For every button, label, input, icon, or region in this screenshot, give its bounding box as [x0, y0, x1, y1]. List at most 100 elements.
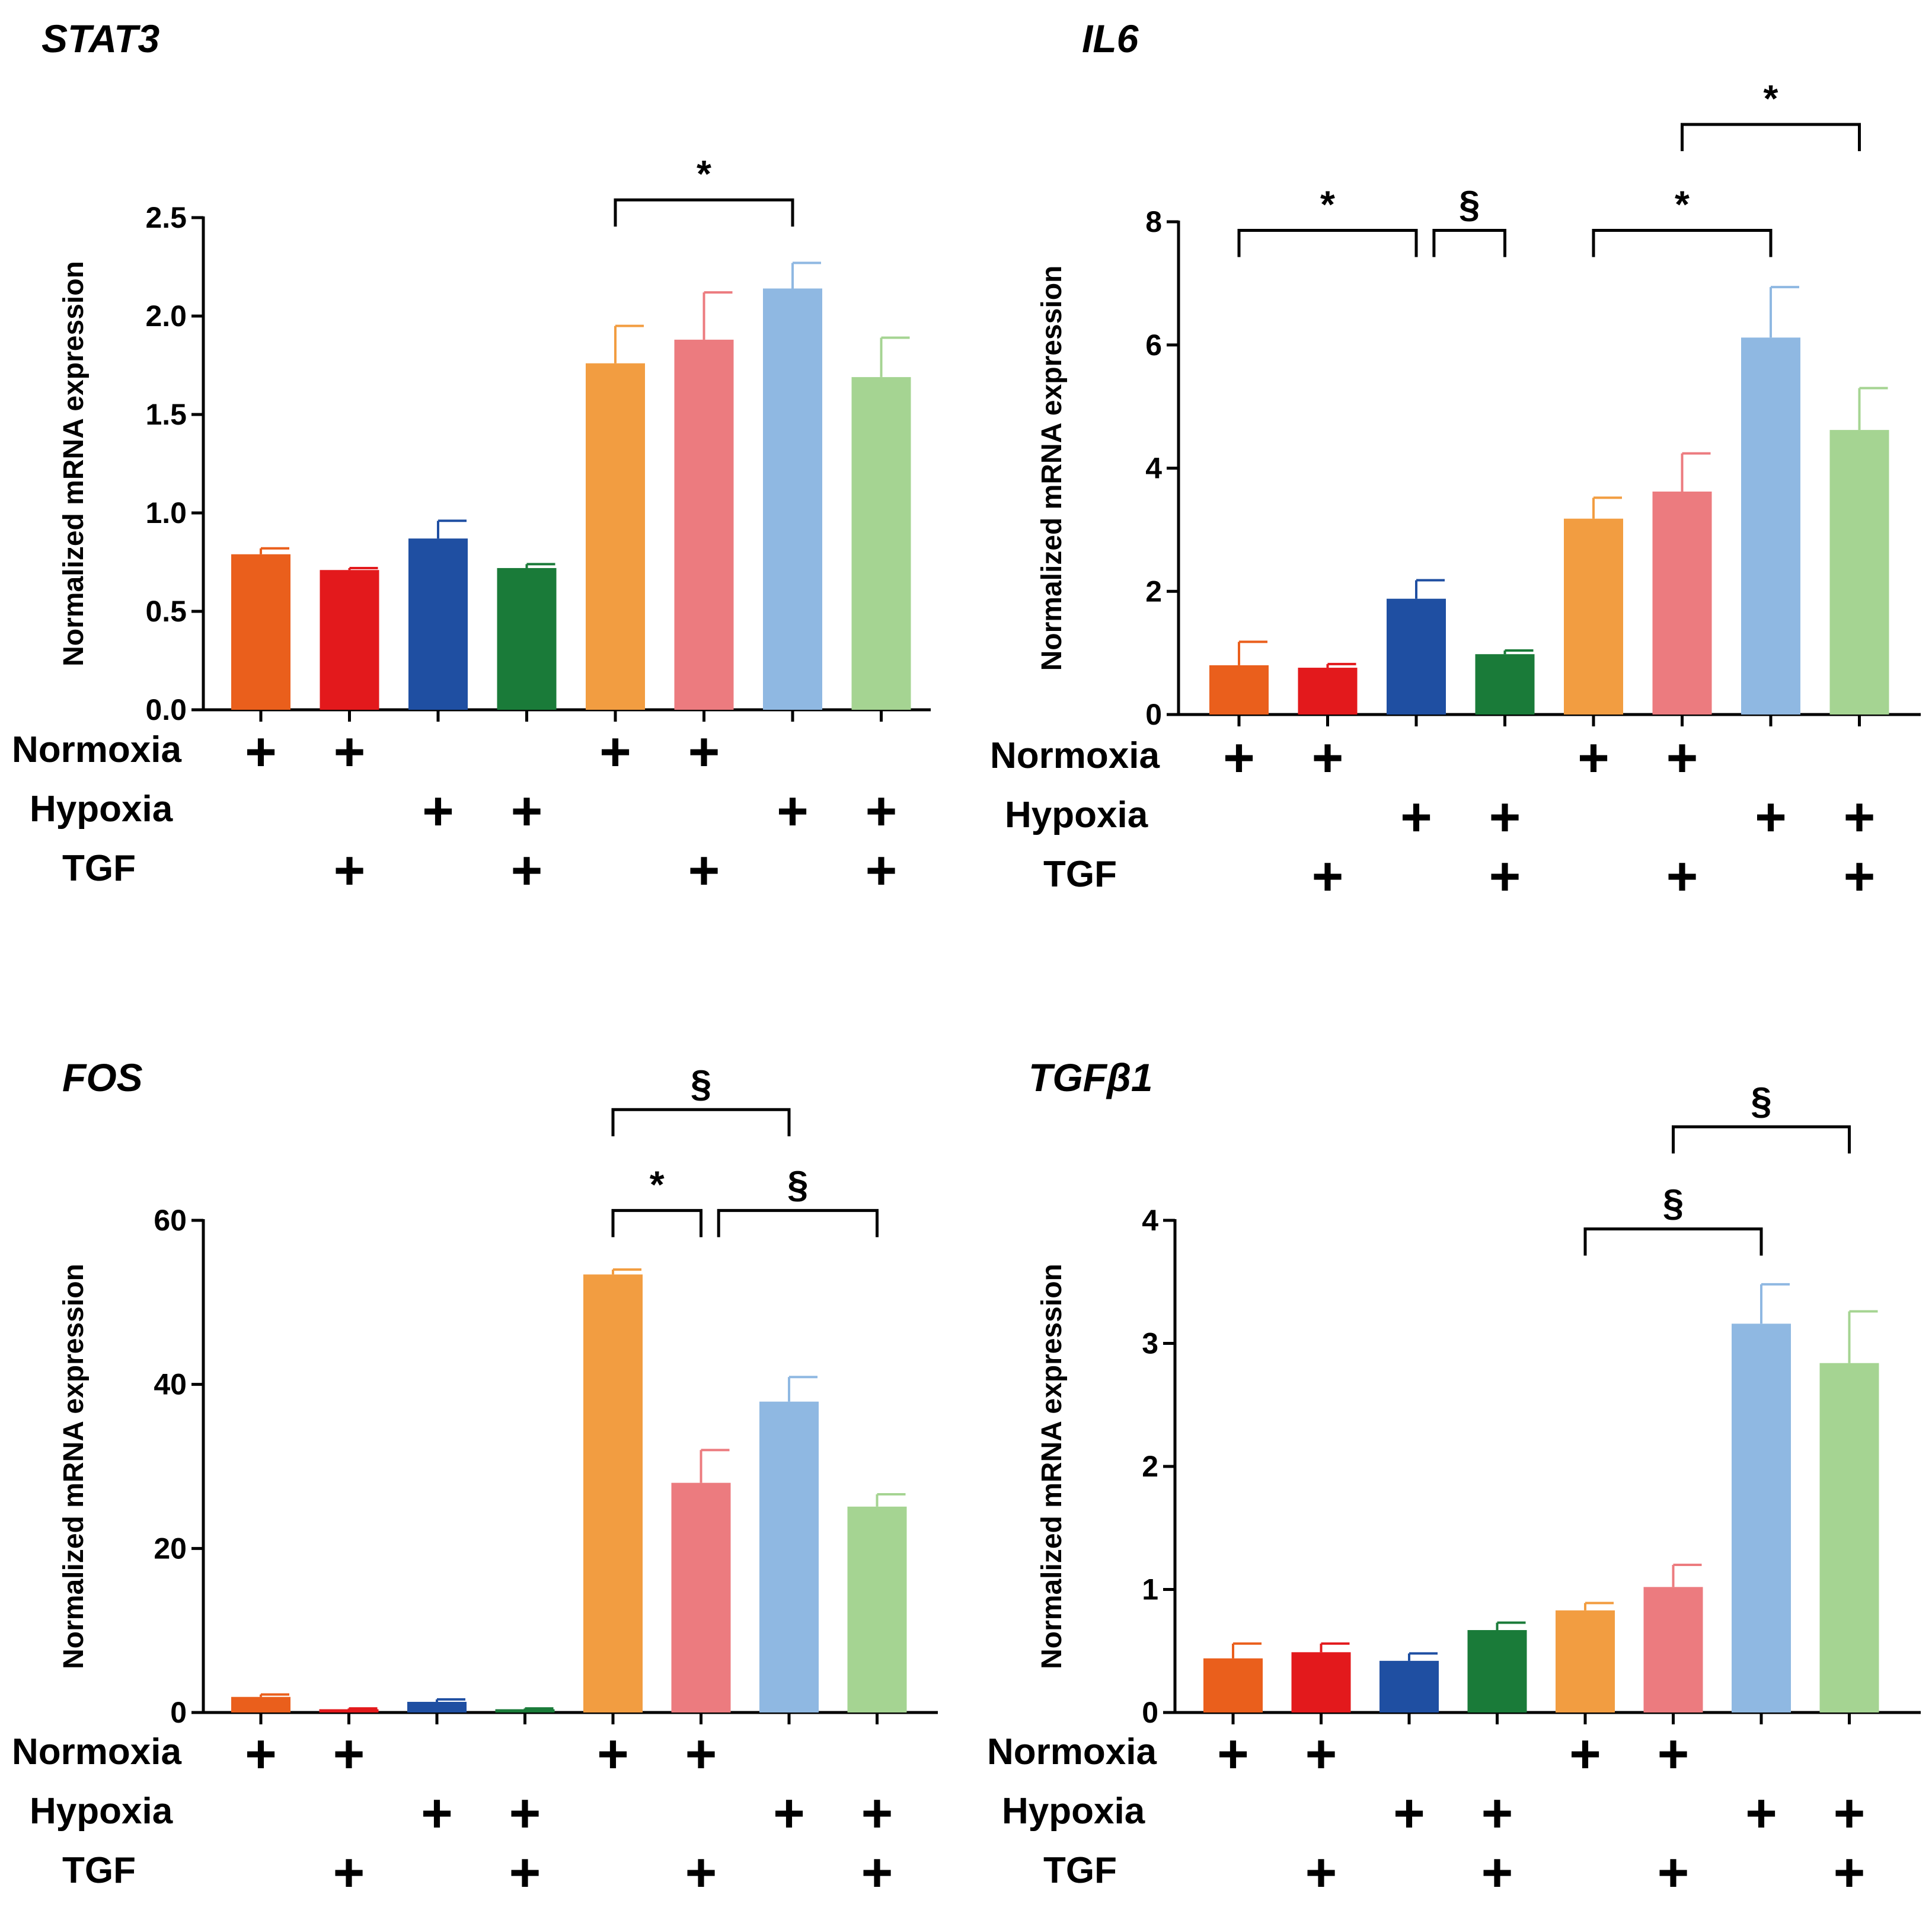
bar	[851, 377, 911, 710]
condition-label-tgf: TGF	[1043, 854, 1117, 895]
chart-panel-1: STAT3 Normalized mRNA expression 0.0 0.5 1.0…	[12, 17, 931, 901]
bar	[1379, 1660, 1439, 1713]
condition-plus-normoxia: +	[1305, 1724, 1337, 1784]
condition-plus-normoxia: +	[334, 722, 366, 782]
y-tick-label: 1.0	[145, 496, 187, 530]
bar	[1475, 654, 1535, 715]
condition-plus-tgf: +	[1844, 846, 1876, 907]
significance-marker: *	[1320, 183, 1335, 226]
condition-plus-tgf: +	[511, 840, 543, 901]
condition-plus-normoxia: +	[1312, 728, 1344, 788]
bar	[1467, 1629, 1527, 1713]
condition-label-tgf: TGF	[1043, 1850, 1117, 1891]
condition-label-hypoxia: Hypoxia	[1005, 795, 1148, 835]
y-tick-label: 40	[154, 1368, 187, 1401]
condition-plus-hypoxia: +	[1834, 1783, 1866, 1844]
bar	[759, 1401, 819, 1713]
condition-plus-hypoxia: +	[773, 1783, 805, 1844]
significance-bracket	[1583, 1227, 1763, 1256]
condition-label-normoxia: Normoxia	[12, 1731, 181, 1772]
chart-title: TGFβ1	[1029, 1055, 1153, 1099]
bar	[586, 363, 645, 710]
y-tick-label: 2.5	[145, 201, 187, 234]
condition-plus-normoxia: +	[1577, 728, 1610, 788]
y-tick-label: 0	[1145, 698, 1162, 731]
condition-plus-normoxia: +	[245, 722, 277, 782]
condition-label-hypoxia: Hypoxia	[30, 789, 173, 830]
condition-label-normoxia: Normoxia	[12, 729, 181, 770]
significance-bracket	[611, 1208, 702, 1238]
y-axis-label: Normalized mRNA expression	[1036, 266, 1068, 671]
condition-plus-normoxia: +	[1666, 728, 1698, 788]
condition-plus-tgf: +	[685, 1842, 717, 1903]
condition-plus-hypoxia: +	[1393, 1783, 1425, 1844]
significance-marker: *	[697, 152, 711, 195]
condition-plus-tgf: +	[509, 1842, 541, 1903]
y-tick-label: 8	[1145, 205, 1162, 238]
y-tick-label: 0	[1142, 1696, 1158, 1729]
condition-plus-hypoxia: +	[1481, 1783, 1513, 1844]
condition-plus-normoxia: +	[1658, 1724, 1690, 1784]
bar	[319, 1709, 379, 1713]
bar	[1291, 1652, 1351, 1713]
bar	[1732, 1324, 1791, 1713]
condition-plus-tgf: +	[1658, 1842, 1690, 1903]
significance-bracket	[611, 1108, 791, 1137]
condition-plus-hypoxia: +	[1745, 1783, 1777, 1844]
condition-plus-tgf: +	[1305, 1842, 1337, 1903]
condition-label-tgf: TGF	[62, 1850, 136, 1891]
bar	[497, 567, 557, 710]
significance-marker: §	[1663, 1182, 1684, 1224]
bar	[231, 1696, 290, 1713]
y-tick-label: 2.0	[145, 299, 187, 333]
significance-bracket	[1592, 229, 1773, 257]
condition-plus-hypoxia: +	[511, 781, 543, 841]
significance-bracket	[1672, 1125, 1851, 1154]
y-tick-label: 60	[154, 1204, 187, 1237]
y-axis-label: Normalized mRNA expression	[58, 1264, 90, 1669]
significance-marker: *	[650, 1163, 665, 1206]
condition-plus-normoxia: +	[597, 1724, 629, 1784]
condition-plus-normoxia: +	[685, 1724, 717, 1784]
condition-plus-normoxia: +	[1217, 1724, 1249, 1784]
condition-plus-hypoxia: +	[421, 1783, 453, 1844]
significance-marker: §	[691, 1062, 712, 1105]
condition-plus-tgf: +	[1666, 846, 1698, 907]
bar	[1387, 598, 1446, 715]
condition-label-hypoxia: Hypoxia	[1002, 1791, 1145, 1832]
condition-plus-normoxia: +	[333, 1724, 365, 1784]
condition-label-tgf: TGF	[62, 848, 136, 889]
bar	[847, 1506, 907, 1713]
chart-title: IL6	[1082, 17, 1139, 60]
y-axis-label: Normalized mRNA expression	[1036, 1264, 1068, 1669]
y-tick-label: 20	[154, 1532, 187, 1565]
condition-plus-tgf: +	[1481, 1842, 1513, 1903]
bar	[1829, 430, 1889, 715]
bar	[320, 570, 379, 710]
condition-plus-hypoxia: +	[1400, 787, 1432, 847]
significance-marker: §	[1459, 183, 1480, 226]
chart-title: FOS	[62, 1055, 143, 1099]
y-tick-label: 3	[1142, 1327, 1158, 1360]
significance-bracket	[1237, 229, 1418, 257]
condition-plus-hypoxia: +	[866, 781, 898, 841]
bar	[408, 538, 468, 710]
condition-plus-tgf: +	[1489, 846, 1521, 907]
condition-plus-tgf: +	[866, 840, 898, 901]
condition-plus-normoxia: +	[245, 1724, 277, 1784]
bar	[1819, 1363, 1879, 1713]
bar	[1209, 665, 1269, 715]
significance-marker: *	[1764, 77, 1778, 120]
condition-plus-tgf: +	[334, 840, 366, 901]
condition-label-normoxia: Normoxia	[987, 1731, 1157, 1772]
bar	[1741, 337, 1800, 715]
chart-panel-3: FOS Normalized mRNA expression 0 20 40 60 Norm…	[12, 1055, 938, 1903]
significance-marker: §	[1751, 1079, 1772, 1122]
condition-plus-tgf: +	[1834, 1842, 1866, 1903]
bar	[583, 1274, 643, 1713]
condition-plus-normoxia: +	[1569, 1724, 1601, 1784]
y-tick-label: 2	[1142, 1450, 1158, 1483]
condition-plus-hypoxia: +	[509, 1783, 541, 1844]
bar	[1203, 1658, 1263, 1713]
